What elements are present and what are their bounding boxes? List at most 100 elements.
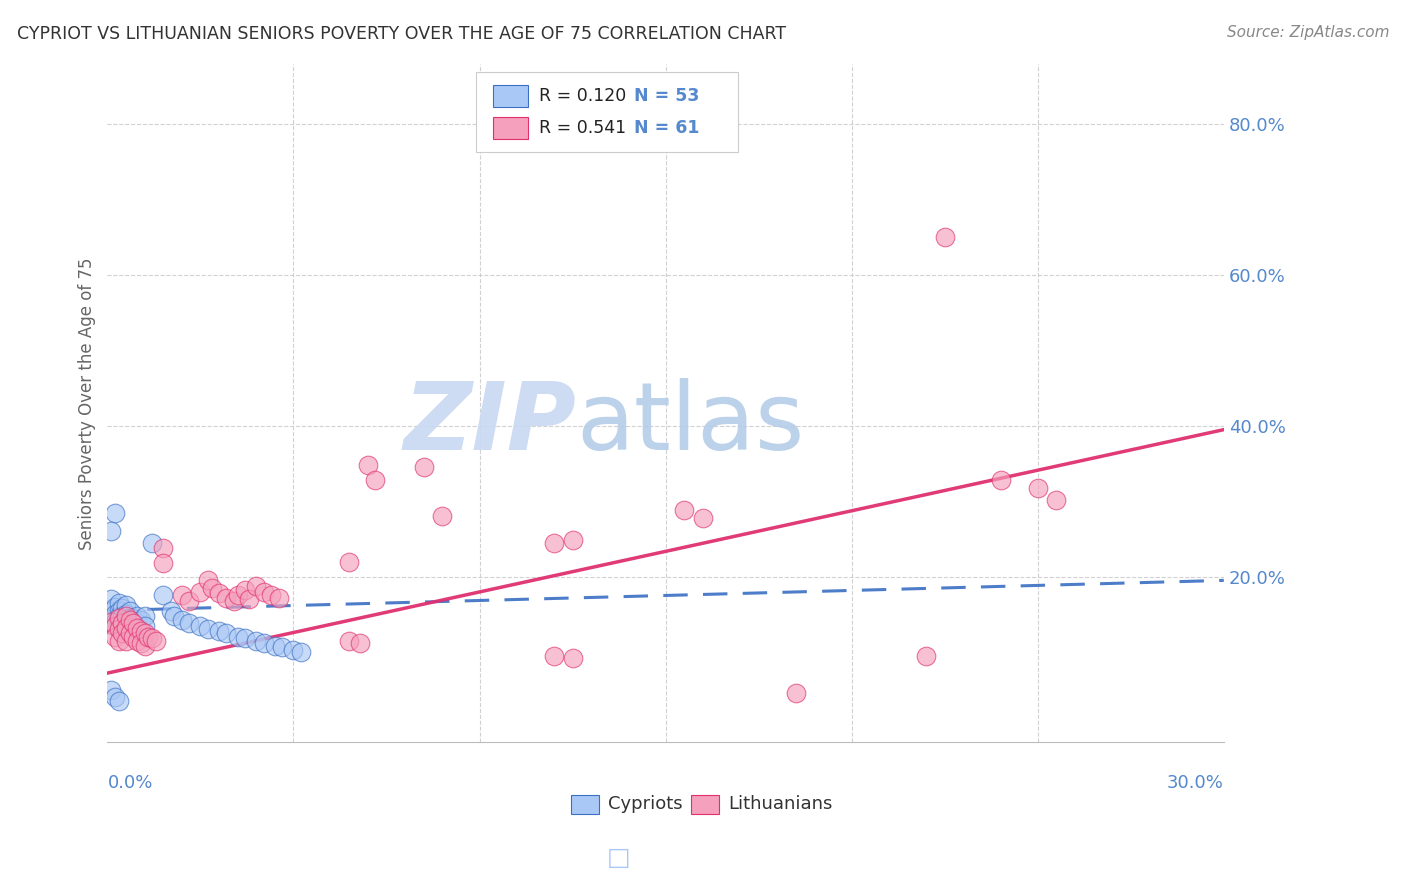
Y-axis label: Seniors Poverty Over the Age of 75: Seniors Poverty Over the Age of 75 [79, 257, 96, 549]
Point [129, 613, 152, 627]
Text: Cypriots: Cypriots [607, 795, 682, 814]
Point [245, 633, 267, 648]
Point [104, 618, 127, 632]
Point [152, 541, 174, 555]
Point [215, 626, 238, 640]
Text: 0.0%: 0.0% [107, 774, 153, 792]
Point [290, 645, 312, 659]
Text: Source: ZipAtlas.com: Source: ZipAtlas.com [1226, 25, 1389, 40]
Point [107, 611, 129, 625]
Point [134, 626, 156, 640]
Point [1045, 492, 1067, 507]
Point [104, 607, 127, 622]
Point [118, 621, 141, 635]
Point [100, 524, 122, 539]
Point [115, 623, 138, 637]
Point [122, 630, 145, 644]
Point [111, 608, 134, 623]
Point [267, 591, 290, 605]
Point [115, 615, 138, 629]
FancyBboxPatch shape [571, 795, 599, 814]
Point [432, 509, 454, 524]
Point [127, 621, 149, 635]
Point [104, 690, 127, 705]
Point [170, 613, 193, 627]
Point [245, 579, 267, 593]
Point [337, 555, 360, 569]
Point [226, 630, 249, 644]
Point [107, 603, 129, 617]
Point [127, 608, 149, 623]
Point [263, 639, 285, 653]
Point [197, 623, 219, 637]
Point [111, 601, 134, 615]
Point [159, 603, 181, 617]
Point [107, 623, 129, 637]
Point [107, 613, 129, 627]
Point [104, 506, 127, 520]
Point [122, 616, 145, 631]
Point [260, 589, 283, 603]
Point [111, 626, 134, 640]
Point [673, 503, 696, 517]
Point [118, 611, 141, 625]
Point [349, 636, 371, 650]
Text: Lithuanians: Lithuanians [728, 795, 832, 814]
Point [208, 586, 231, 600]
Point [104, 618, 127, 632]
Point [136, 630, 159, 644]
Point [107, 596, 129, 610]
Point [357, 458, 380, 472]
FancyBboxPatch shape [492, 117, 529, 138]
Text: ZIP: ZIP [404, 377, 576, 469]
Point [337, 633, 360, 648]
Point [115, 608, 138, 623]
Point [118, 626, 141, 640]
Text: CYPRIOT VS LITHUANIAN SENIORS POVERTY OVER THE AGE OF 75 CORRELATION CHART: CYPRIOT VS LITHUANIAN SENIORS POVERTY OV… [17, 25, 786, 43]
Point [111, 623, 134, 637]
Point [197, 574, 219, 588]
Point [104, 599, 127, 614]
Point [152, 556, 174, 570]
Point [115, 607, 138, 622]
Point [170, 589, 193, 603]
Point [107, 694, 129, 708]
Point [111, 616, 134, 631]
Point [222, 593, 245, 607]
Point [561, 533, 583, 548]
Point [152, 589, 174, 603]
Point [253, 636, 276, 650]
Point [1026, 481, 1049, 495]
Point [179, 593, 201, 607]
Point [107, 633, 129, 648]
Point [226, 589, 249, 603]
Point [145, 633, 167, 648]
Point [127, 616, 149, 631]
Point [200, 581, 222, 595]
Point [561, 651, 583, 665]
Point [141, 535, 163, 549]
Point [283, 643, 305, 657]
Point [100, 615, 122, 629]
Point [115, 599, 138, 613]
Point [692, 511, 714, 525]
Point [134, 618, 156, 632]
Point [100, 682, 122, 697]
Text: N = 53: N = 53 [634, 87, 700, 105]
Text: atlas: atlas [576, 377, 804, 469]
Point [100, 603, 122, 617]
Point [233, 583, 256, 598]
Point [271, 640, 294, 655]
Point [785, 686, 807, 700]
Point [915, 648, 938, 663]
Point [122, 611, 145, 625]
Point [238, 592, 260, 607]
Point [122, 618, 145, 632]
Point [134, 608, 156, 623]
FancyBboxPatch shape [692, 795, 720, 814]
Text: 30.0%: 30.0% [1167, 774, 1223, 792]
Point [233, 632, 256, 646]
Point [134, 639, 156, 653]
Point [100, 592, 122, 607]
Point [364, 473, 387, 487]
